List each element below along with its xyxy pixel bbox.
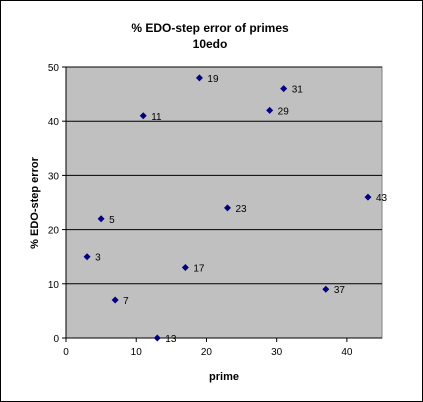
y-axis-label: % EDO-step error [29, 156, 41, 248]
data-point-7 [111, 296, 119, 304]
y-tick-label-50: 50 [48, 63, 60, 74]
data-point-19 [195, 74, 203, 82]
data-label-3: 3 [95, 253, 101, 264]
y-tick-label-0: 0 [53, 334, 59, 345]
chart-subtitle: 10edo [193, 37, 228, 51]
data-label-29: 29 [278, 106, 290, 117]
data-point-17 [181, 264, 189, 272]
data-label-31: 31 [292, 85, 304, 96]
axes [65, 67, 382, 339]
data-point-13 [153, 334, 161, 342]
data-point-11 [139, 112, 147, 120]
data-point-31 [280, 85, 288, 93]
data-label-5: 5 [109, 215, 115, 226]
x-tick-label-40: 40 [341, 347, 353, 358]
chart-title: % EDO-step error of primes [131, 21, 289, 35]
data-label-23: 23 [236, 204, 248, 215]
y-tick-label-40: 40 [48, 117, 60, 128]
x-tick-label-30: 30 [271, 347, 283, 358]
data-point-37 [322, 285, 330, 293]
x-tick-label-20: 20 [201, 347, 213, 358]
data-point-23 [224, 204, 232, 212]
data-label-11: 11 [151, 112, 162, 123]
data-point-3 [83, 253, 91, 261]
data-label-37: 37 [334, 285, 346, 296]
gridlines [66, 66, 382, 285]
x-tick-label-10: 10 [131, 347, 143, 358]
y-axis-ticks: 0 10 20 30 40 50 [48, 63, 66, 345]
data-label-19: 19 [207, 74, 219, 85]
x-axis-label: prime [209, 371, 239, 383]
plot-area [65, 66, 383, 339]
data-label-43: 43 [376, 193, 388, 204]
data-label-17: 17 [193, 264, 205, 275]
data-point-29 [266, 106, 274, 114]
data-point-5 [97, 215, 105, 223]
data-point-43 [364, 193, 372, 201]
data-label-7: 7 [123, 296, 129, 307]
x-tick-label-0: 0 [63, 347, 69, 358]
y-tick-label-20: 20 [48, 226, 60, 237]
x-axis-ticks: 0 10 20 30 40 [63, 338, 353, 358]
data-label-13: 13 [165, 334, 177, 345]
y-tick-label-10: 10 [48, 280, 60, 291]
y-tick-label-30: 30 [48, 171, 60, 182]
